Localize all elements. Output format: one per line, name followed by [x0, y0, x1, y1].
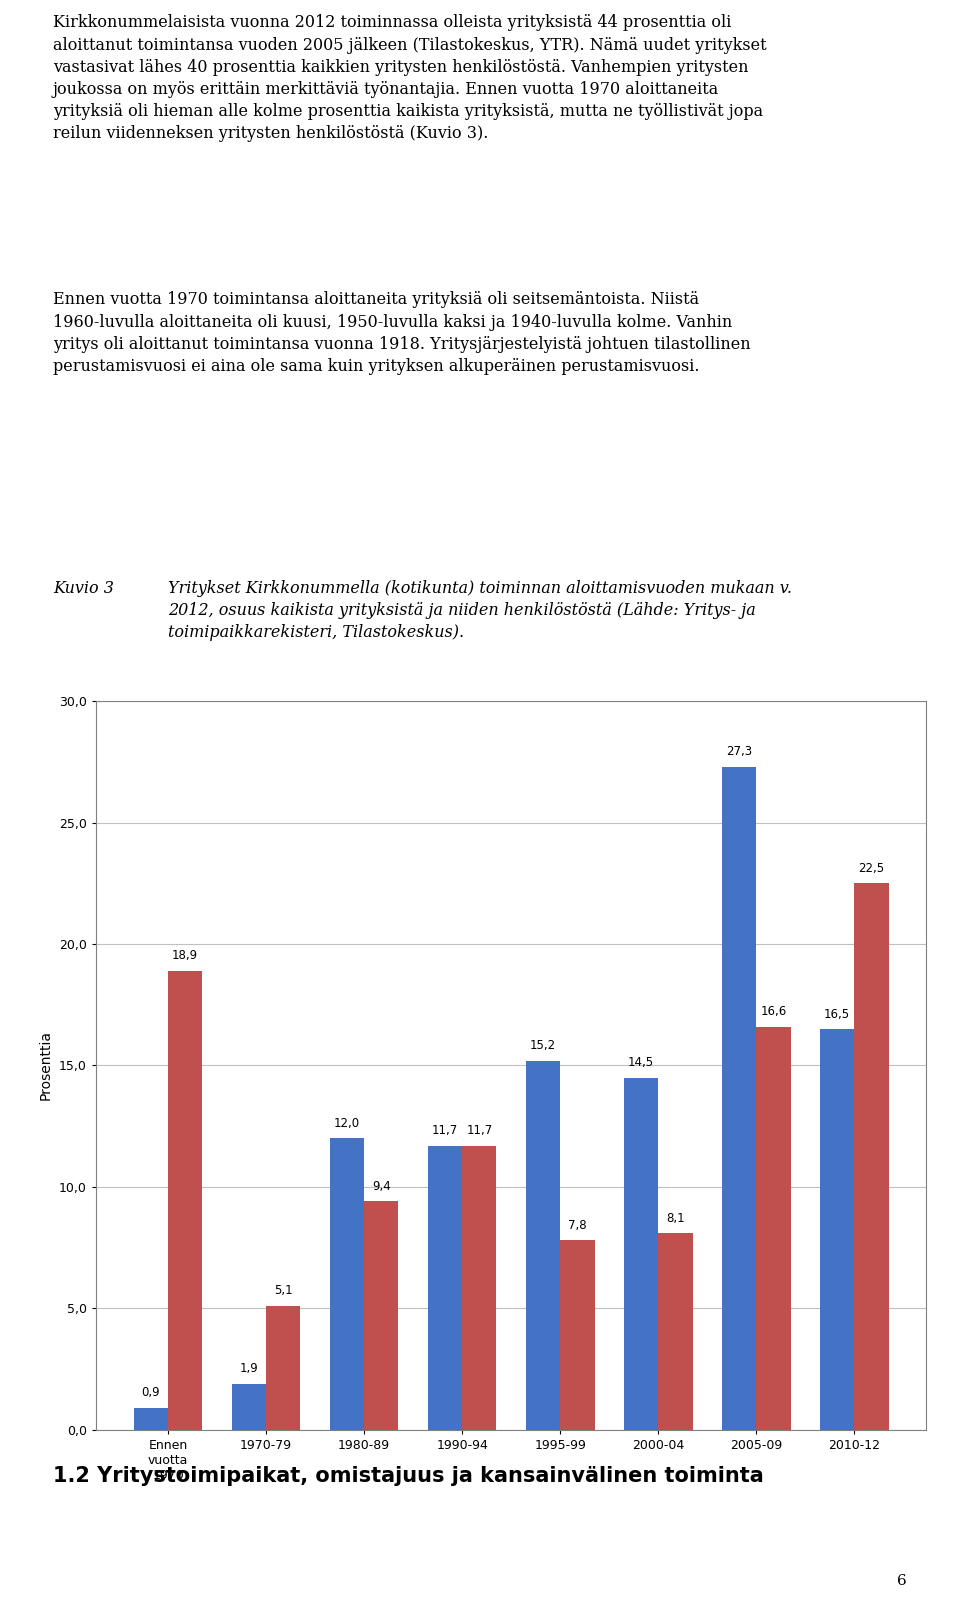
Text: 6: 6	[898, 1574, 907, 1588]
Text: Ennen vuotta 1970 toimintansa aloittaneita yrityksiä oli seitsemäntoista. Niistä: Ennen vuotta 1970 toimintansa aloittanei…	[53, 291, 751, 375]
Bar	[364, 1201, 398, 1430]
Bar	[266, 1306, 300, 1430]
Text: 18,9: 18,9	[172, 949, 199, 962]
Bar	[756, 1026, 791, 1430]
Bar	[330, 1138, 364, 1430]
Text: Kuvio 3: Kuvio 3	[53, 580, 113, 597]
Text: 0,9: 0,9	[141, 1386, 160, 1399]
Bar	[428, 1146, 462, 1430]
Text: 14,5: 14,5	[628, 1057, 654, 1069]
Bar	[659, 1233, 692, 1430]
Text: 1,9: 1,9	[240, 1362, 258, 1375]
Legend: Osuus yrityksistä, %, Osuus henkilöstöstä, %: Osuus yrityksistä, %, Osuus henkilöstöst…	[327, 1596, 695, 1601]
Bar	[526, 1060, 561, 1430]
Text: 12,0: 12,0	[334, 1117, 360, 1130]
Text: Yritykset Kirkkonummella (kotikunta) toiminnan aloittamisvuoden mukaan v.
2012, : Yritykset Kirkkonummella (kotikunta) toi…	[168, 580, 792, 640]
Bar	[231, 1383, 266, 1430]
Bar	[820, 1029, 854, 1430]
Text: 16,5: 16,5	[824, 1007, 851, 1020]
Text: 11,7: 11,7	[432, 1124, 458, 1137]
Bar	[561, 1241, 594, 1430]
Text: 5,1: 5,1	[274, 1284, 293, 1297]
Bar	[462, 1146, 496, 1430]
Bar	[722, 767, 756, 1430]
Text: 9,4: 9,4	[372, 1180, 391, 1193]
Text: 15,2: 15,2	[530, 1039, 556, 1052]
Text: 7,8: 7,8	[568, 1218, 587, 1231]
Text: 22,5: 22,5	[858, 861, 884, 874]
Bar	[854, 884, 889, 1430]
Bar	[168, 970, 203, 1430]
Text: 8,1: 8,1	[666, 1212, 684, 1225]
Y-axis label: Prosenttia: Prosenttia	[38, 1031, 52, 1100]
Text: Kirkkonummelaisista vuonna 2012 toiminnassa olleista yrityksistä 44 prosenttia o: Kirkkonummelaisista vuonna 2012 toiminna…	[53, 14, 766, 142]
Text: 11,7: 11,7	[467, 1124, 492, 1137]
Bar	[133, 1407, 168, 1430]
Text: 1.2 Yritystoimipaikat, omistajuus ja kansainvälinen toiminta: 1.2 Yritystoimipaikat, omistajuus ja kan…	[53, 1467, 763, 1486]
Text: 27,3: 27,3	[726, 746, 753, 759]
Bar	[624, 1077, 659, 1430]
Text: 16,6: 16,6	[760, 1005, 786, 1018]
